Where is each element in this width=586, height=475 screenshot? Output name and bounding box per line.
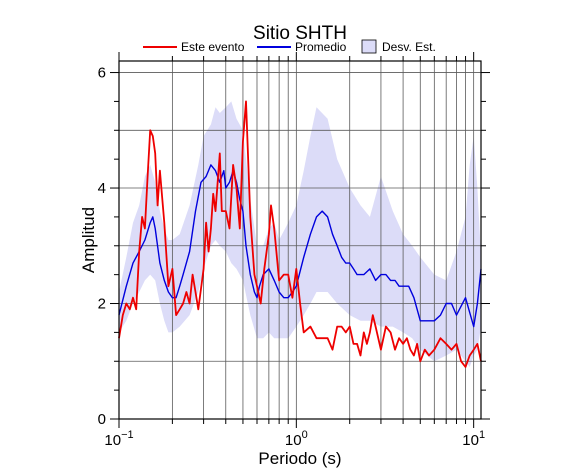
- legend-label-promedio: Promedio: [295, 40, 347, 54]
- promedio-line: [118, 164, 482, 328]
- chart-title: Sitio SHTH: [253, 23, 347, 44]
- x-axis-title: Periodo (s): [258, 449, 341, 468]
- std-band: [119, 101, 481, 368]
- legend-label-desv-est: Desv. Est.: [382, 40, 436, 54]
- legend-swatch-desv-est: [361, 39, 377, 54]
- y-tick-label: 0: [98, 411, 106, 428]
- x-tick-label: 101: [462, 429, 485, 449]
- este-evento-line: [118, 100, 482, 368]
- y-tick-label: 4: [98, 180, 106, 197]
- x-tick-label: 10−1: [104, 429, 133, 449]
- y-axis-title: Amplitud: [79, 207, 98, 273]
- plot-frame: [118, 60, 482, 420]
- legend-label-este-evento: Este evento: [181, 40, 245, 54]
- legend: Este evento Promedio Desv. Est.: [143, 39, 436, 54]
- y-tick-label: 6: [98, 65, 106, 82]
- x-tick-label: 100: [285, 429, 308, 449]
- y-tick-label: 2: [98, 296, 106, 313]
